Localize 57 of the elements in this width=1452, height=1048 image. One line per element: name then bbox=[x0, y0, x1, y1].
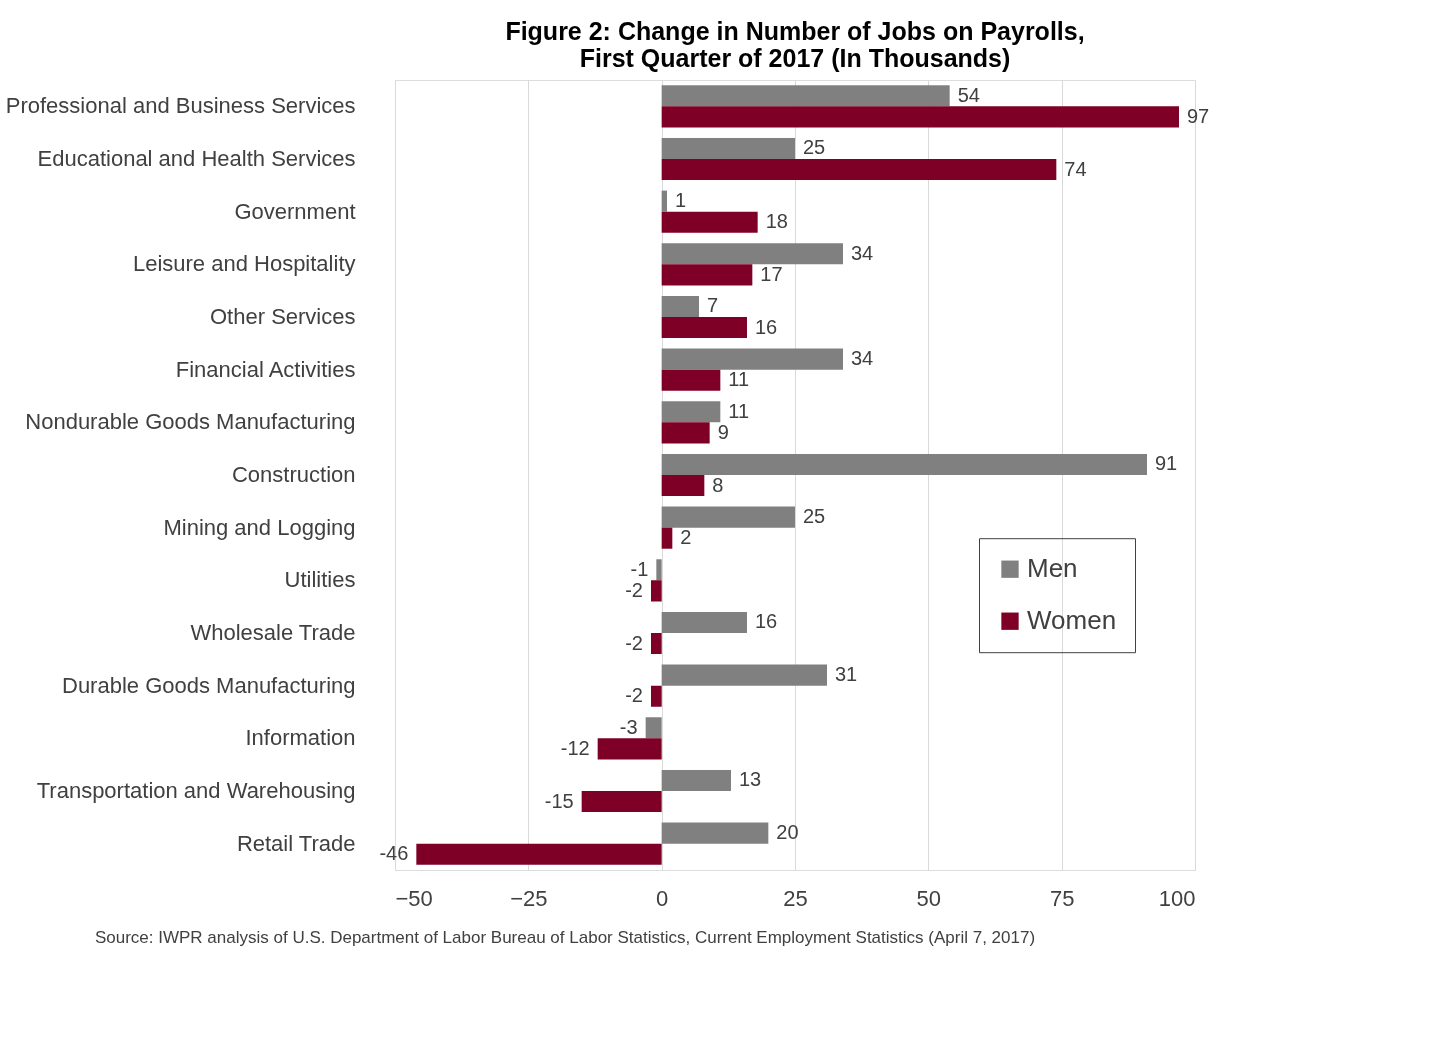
y-tick-label: Educational and Health Services bbox=[37, 146, 356, 171]
x-tick-label: 50 bbox=[916, 885, 942, 911]
data-label: 17 bbox=[760, 262, 783, 285]
data-label: 7 bbox=[707, 294, 719, 317]
text: Figure 2: Change in Number of Jobs on Payrolls, bbox=[505, 17, 1085, 45]
data-label: -1 bbox=[630, 557, 649, 580]
data-label: 20 bbox=[776, 821, 799, 844]
data-label: 54 bbox=[957, 83, 980, 106]
y-tick-label: Durable Goods Manufacturing bbox=[62, 672, 356, 698]
x-tick-label: 0 bbox=[656, 885, 669, 911]
y-tick-label: Retail Trade bbox=[236, 830, 356, 856]
source-note: Source: IWPR analysis of U.S. Department of Labor Bureau of Labor Statistics, Current Employment Statistics (April 7, 2017) bbox=[94, 928, 1036, 947]
data-label: 18 bbox=[765, 210, 788, 233]
data-label: 74 bbox=[1064, 157, 1087, 180]
data-label: 91 bbox=[1155, 452, 1178, 475]
x-tick-label: 75 bbox=[1049, 885, 1075, 911]
data-label: 16 bbox=[755, 315, 778, 338]
y-tick-label: Construction bbox=[231, 462, 356, 487]
y-tick-label: Wholesale Trade bbox=[190, 620, 356, 645]
data-label: 31 bbox=[835, 663, 858, 686]
data-label: 1 bbox=[675, 189, 687, 212]
y-tick-label: Professional and Business Services bbox=[5, 93, 356, 119]
data-label: -2 bbox=[625, 631, 643, 654]
data-label: -46 bbox=[379, 842, 409, 865]
data-label: 11 bbox=[728, 368, 750, 391]
x-tick-label: −50 bbox=[395, 885, 433, 911]
y-tick-label: Nondurable Goods Manufacturing bbox=[25, 409, 356, 435]
data-label: -15 bbox=[544, 789, 574, 812]
y-tick-label: Leisure and Hospitality bbox=[132, 251, 356, 277]
data-label: 34 bbox=[851, 347, 874, 370]
data-label: -2 bbox=[625, 684, 643, 707]
y-tick-label: Transportation and Warehousing bbox=[36, 778, 356, 803]
y-tick-label: Other Services bbox=[210, 304, 356, 329]
y-tick-label: Mining and Logging bbox=[163, 514, 356, 540]
data-label: -3 bbox=[619, 715, 638, 738]
data-label: 8 bbox=[712, 473, 724, 496]
data-label: 2 bbox=[680, 526, 692, 549]
x-tick-label: 100 bbox=[1158, 885, 1196, 911]
data-label: 9 bbox=[717, 420, 729, 443]
y-tick-label: Utilities bbox=[284, 567, 356, 593]
legend-label: Women bbox=[1027, 605, 1117, 636]
data-label: -12 bbox=[560, 736, 590, 759]
data-label: 13 bbox=[739, 768, 762, 791]
data-label: 97 bbox=[1187, 104, 1210, 127]
y-tick-label: Information bbox=[245, 725, 356, 751]
data-label: 16 bbox=[755, 610, 778, 633]
data-label: -2 bbox=[625, 578, 643, 601]
y-tick-label: Government bbox=[234, 198, 356, 224]
data-label: 11 bbox=[728, 399, 750, 422]
x-tick-label: 25 bbox=[783, 885, 808, 911]
data-label: 25 bbox=[803, 505, 826, 528]
legend-label: Men bbox=[1027, 553, 1078, 584]
data-label: 25 bbox=[803, 136, 826, 159]
data-label: 34 bbox=[851, 241, 874, 264]
text: First Quarter of 2017 (In Thousands) bbox=[579, 44, 1011, 72]
y-tick-label: Financial Activities bbox=[175, 356, 356, 382]
x-tick-label: −25 bbox=[510, 885, 548, 911]
